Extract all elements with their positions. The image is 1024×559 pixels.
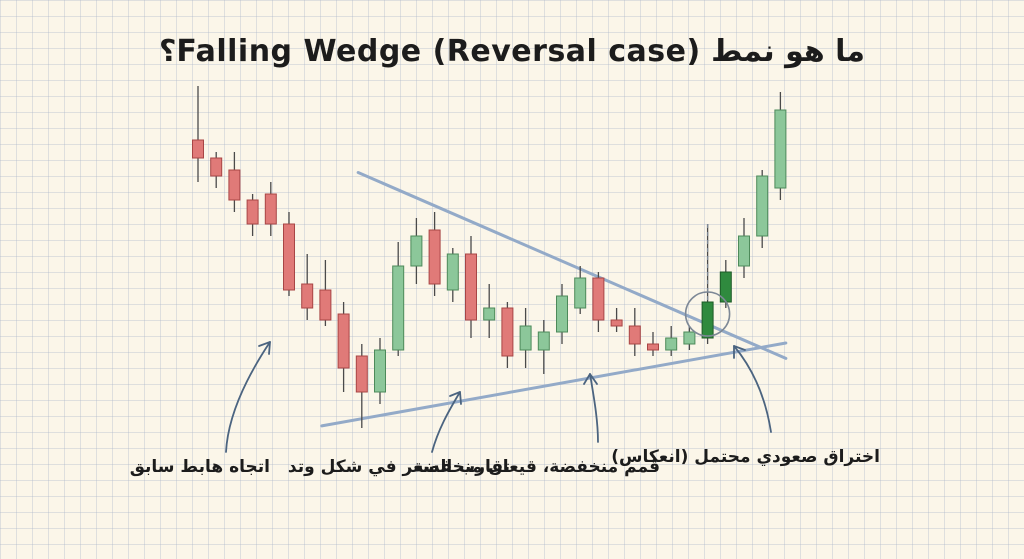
candle-body xyxy=(683,331,696,345)
candle-body xyxy=(228,169,241,201)
candle-body xyxy=(519,325,532,351)
candle-body xyxy=(701,301,714,339)
candle xyxy=(519,308,532,368)
candle-body xyxy=(355,355,368,393)
candle-body xyxy=(374,349,386,393)
candle-body xyxy=(556,295,568,333)
candle xyxy=(410,218,423,284)
candle-body xyxy=(774,109,787,189)
arrow-prior-downtrend xyxy=(225,341,271,453)
arrow-breakout xyxy=(733,345,772,433)
candle-body xyxy=(610,319,623,327)
candle-body xyxy=(465,253,477,321)
candle-body xyxy=(428,229,441,285)
candle xyxy=(628,308,641,356)
candle-body xyxy=(574,277,587,309)
candle-body xyxy=(264,193,277,225)
candle xyxy=(483,284,496,338)
candle-body xyxy=(501,307,514,357)
candle-body xyxy=(756,175,769,237)
candle-body xyxy=(647,343,659,351)
annotation-breakout: اختراق صعودي محتمل (انعكاس) xyxy=(611,447,880,467)
candle-body xyxy=(337,313,350,369)
candle xyxy=(228,152,241,212)
trendlines xyxy=(320,171,788,428)
candle-body xyxy=(537,331,550,351)
candle xyxy=(446,248,459,302)
annotation-converging-wedge: تقارب السعر في شكل وتد xyxy=(287,457,510,477)
trendline-lower xyxy=(320,341,788,428)
arrow-converging-head xyxy=(449,391,462,405)
candle-body xyxy=(283,223,295,291)
page-title: ما هو نمط Falling Wedge (Reversal case)؟ xyxy=(158,34,866,69)
candle xyxy=(647,332,659,356)
candle-body xyxy=(192,139,204,159)
candle xyxy=(246,194,259,236)
candle xyxy=(319,260,332,326)
candle xyxy=(537,320,550,374)
arrow-prior-downtrend-head xyxy=(258,341,271,355)
candle xyxy=(210,152,223,188)
candle xyxy=(556,284,568,344)
candle xyxy=(337,302,350,392)
arrow-lower-highs-head xyxy=(583,373,598,385)
candle xyxy=(465,236,477,338)
annotation-lower-highs-lows: قمم منخفضة، قيعان منخفضة xyxy=(413,457,660,477)
annotation-prior-downtrend: اتجاه هابط سابق xyxy=(129,457,270,477)
annotation-arrows xyxy=(225,341,772,453)
candle xyxy=(738,218,750,278)
candle xyxy=(501,302,514,368)
arrow-converging xyxy=(431,391,461,453)
candle xyxy=(192,86,204,182)
candle xyxy=(774,92,787,200)
candle-body xyxy=(319,289,332,321)
arrow-breakout-head xyxy=(733,345,746,359)
candle-body xyxy=(738,235,750,267)
candle xyxy=(665,326,678,356)
candle-body xyxy=(592,277,605,321)
candle-body xyxy=(628,325,641,345)
candle-body xyxy=(392,265,405,351)
candle-body xyxy=(410,235,423,267)
candles xyxy=(192,86,787,428)
candle-body xyxy=(446,253,459,291)
candle xyxy=(592,272,605,332)
candle xyxy=(283,212,295,296)
candle-body xyxy=(210,157,223,177)
trendline-upper xyxy=(356,171,788,360)
candle xyxy=(428,212,441,296)
candle xyxy=(355,344,368,428)
candle xyxy=(264,182,277,236)
candle xyxy=(574,266,587,314)
candle xyxy=(374,338,386,404)
candle xyxy=(756,170,769,248)
candle xyxy=(392,242,405,356)
candle xyxy=(610,308,623,332)
candle xyxy=(301,254,314,320)
candle-body xyxy=(301,283,314,309)
candle-body xyxy=(246,199,259,225)
arrow-lower-highs xyxy=(589,373,599,443)
candle-body xyxy=(483,307,496,321)
candle xyxy=(683,326,696,350)
candle-body xyxy=(665,337,678,351)
